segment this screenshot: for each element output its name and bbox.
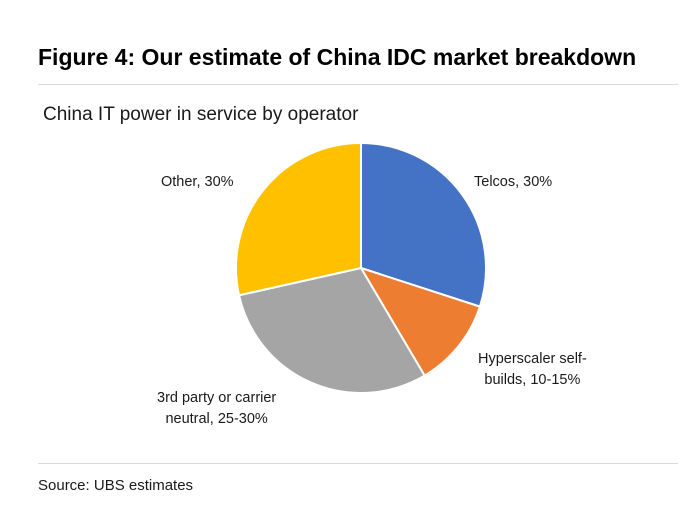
pie-slices <box>235 142 487 394</box>
slice-label-telcos: Telcos, 30% <box>474 174 553 190</box>
pie-slice-telcos <box>360 142 487 308</box>
source-note: Source: UBS estimates <box>38 477 194 494</box>
title-divider <box>38 84 678 85</box>
pie-slice-3rd-party-or-carrier-neutral <box>238 267 426 394</box>
slice-label-third-party-line-2: neutral, 25-30% <box>165 411 268 427</box>
slice-label-hyperscaler-line-2: builds, 10-15% <box>484 372 581 388</box>
pie-slice-other <box>235 142 362 297</box>
slice-label-third-party: 3rd party or carrier neutral, 25-30% <box>157 388 276 430</box>
slice-label-hyperscaler: Hyperscaler self- builds, 10-15% <box>478 349 587 391</box>
chart-title: China IT power in service by operator <box>43 104 359 125</box>
slice-label-hyperscaler-line-1: Hyperscaler self- <box>478 351 587 367</box>
figure-title: Figure 4: Our estimate of China IDC mark… <box>38 44 637 70</box>
source-divider <box>38 463 678 464</box>
pie-slice-hyperscaler-self-builds <box>360 267 481 377</box>
slice-label-third-party-line-1: 3rd party or carrier <box>157 390 277 406</box>
slice-label-other: Other, 30% <box>161 174 234 190</box>
